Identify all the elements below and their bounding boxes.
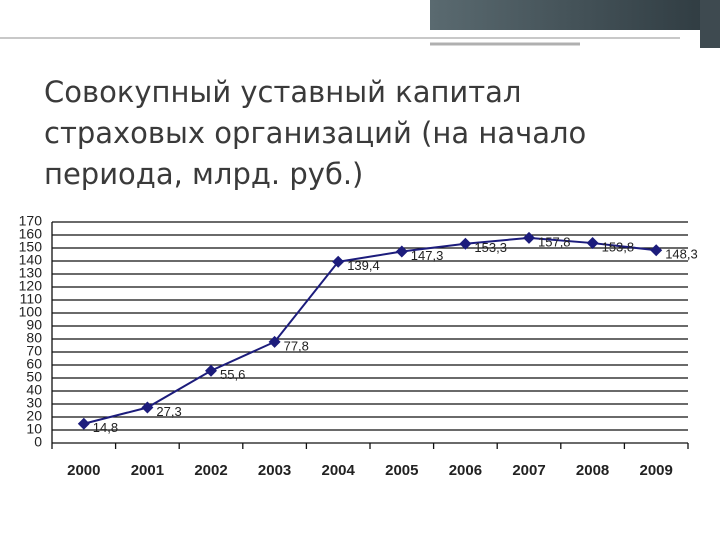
data-line	[83, 236, 657, 425]
x-tick-label: 2006	[449, 462, 482, 479]
y-tick-label: 90	[26, 317, 42, 333]
y-tick-label: 70	[26, 343, 42, 359]
data-point	[650, 244, 663, 257]
x-tick-label: 2000	[67, 462, 100, 479]
x-tick-label: 2007	[512, 462, 545, 479]
x-tick-label: 2003	[258, 462, 291, 479]
data-label: 153,8	[602, 239, 635, 254]
y-tick-label: 110	[20, 291, 43, 307]
y-tick-label: 140	[19, 252, 43, 268]
data-label: 55,6	[220, 367, 245, 382]
data-point	[141, 401, 154, 414]
data-point	[586, 237, 599, 250]
header-accent	[700, 0, 720, 48]
data-point	[523, 231, 535, 244]
data-point	[77, 417, 90, 430]
data-label: 14,8	[93, 420, 118, 435]
y-tick-label: 60	[26, 356, 42, 372]
data-point	[205, 364, 217, 377]
y-tick-label: 120	[19, 278, 43, 294]
y-tick-label: 20	[26, 408, 42, 424]
y-tick-label: 160	[19, 226, 43, 242]
x-tick-label: 2004	[322, 462, 356, 479]
data-point	[459, 237, 472, 250]
data-label: 148,3	[665, 247, 698, 262]
x-tick-label: 2009	[640, 462, 673, 479]
x-tick-label: 2005	[385, 462, 418, 479]
data-label: 147,3	[411, 248, 444, 263]
y-tick-label: 50	[26, 369, 42, 385]
y-tick-label: 30	[26, 395, 42, 411]
y-tick-label: 10	[26, 421, 42, 437]
y-tick-label: 80	[26, 330, 42, 346]
header-band	[430, 0, 720, 30]
data-point	[332, 255, 345, 268]
y-tick-label: 0	[34, 434, 42, 450]
data-point	[268, 335, 281, 348]
title-line: страховых организаций (на начало	[44, 116, 586, 150]
data-label: 153,3	[474, 240, 507, 255]
y-tick-label: 170	[19, 213, 43, 229]
y-tick-label: 40	[26, 382, 42, 398]
y-tick-label: 100	[19, 304, 43, 320]
data-label: 77,8	[284, 338, 309, 353]
y-tick-label: 130	[19, 265, 43, 281]
data-label: 139,4	[347, 258, 380, 273]
title-line: Совокупный уставный капитал	[44, 75, 521, 109]
y-tick-label: 150	[19, 239, 43, 255]
data-label: 27,3	[156, 404, 181, 419]
x-tick-label: 2008	[576, 462, 609, 479]
title-line: периода, млрд. руб.)	[44, 157, 363, 191]
x-tick-label: 2001	[131, 462, 164, 479]
x-tick-label: 2002	[194, 462, 227, 479]
data-label: 157,8	[538, 234, 571, 249]
data-point	[395, 245, 408, 258]
